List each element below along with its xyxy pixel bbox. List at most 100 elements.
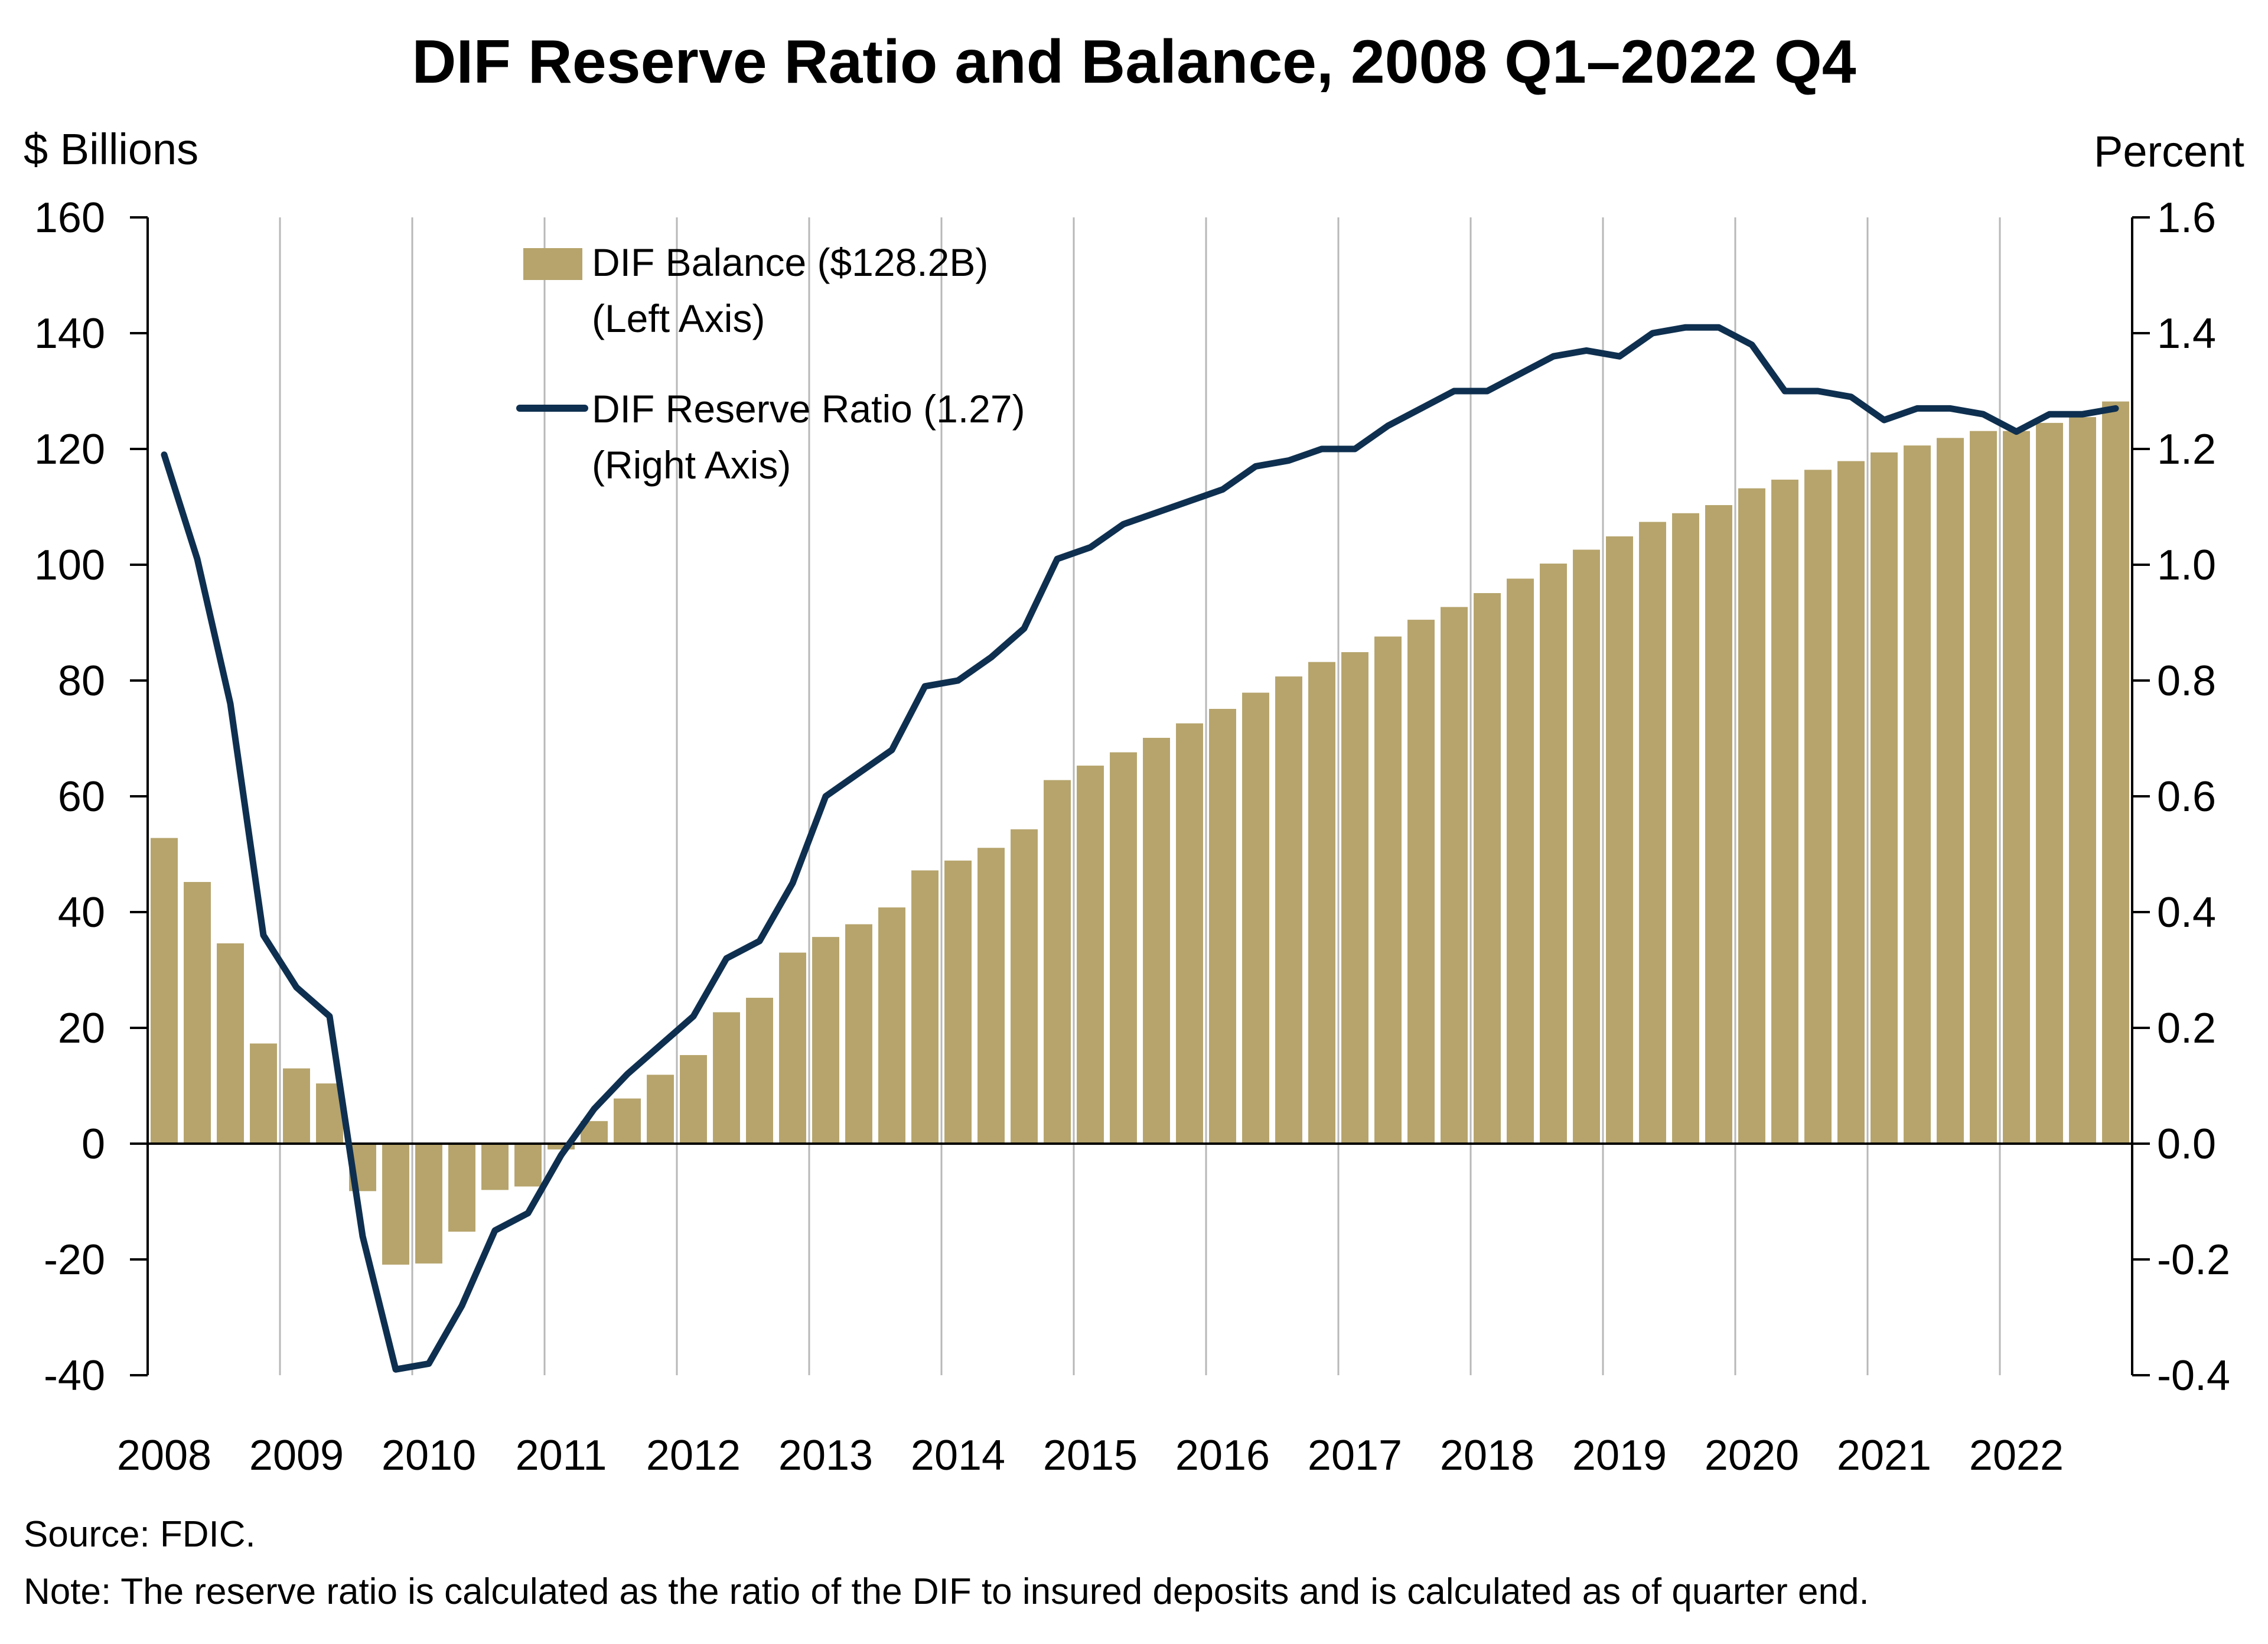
right-tick-label: 1.2 [2157, 426, 2216, 473]
x-year-label: 2013 [778, 1432, 873, 1479]
balance-bar [614, 1098, 641, 1144]
left-tick-label: -40 [44, 1352, 105, 1399]
balance-bar [647, 1075, 674, 1144]
left-tick-label: 60 [58, 773, 105, 821]
left-tick-label: -20 [44, 1236, 105, 1284]
balance-bars [151, 401, 2129, 1265]
x-year-label: 2015 [1043, 1432, 1138, 1479]
balance-bar [1606, 536, 1633, 1144]
legend-bar-label: DIF Balance ($128.2B) [592, 240, 988, 284]
right-tick-label: -0.4 [2157, 1352, 2230, 1399]
x-year-label: 2022 [1969, 1432, 2064, 1479]
balance-bar [481, 1144, 509, 1190]
balance-bar [1904, 445, 1931, 1144]
right-tick-label: 1.4 [2157, 310, 2216, 357]
balance-bar [184, 882, 211, 1144]
reserve-ratio-line [161, 324, 2119, 1373]
balance-bar [944, 860, 972, 1144]
balance-bar [1209, 709, 1236, 1144]
balance-bar [1341, 652, 1368, 1144]
legend: DIF Balance ($128.2B) (Left Axis) DIF Re… [516, 240, 1025, 487]
x-year-label: 2021 [1837, 1432, 1931, 1479]
balance-bar [1407, 620, 1435, 1144]
balance-bar [1507, 578, 1534, 1144]
balance-bar [812, 937, 839, 1144]
left-tick-label: 20 [58, 1005, 105, 1052]
balance-bar [845, 924, 872, 1144]
left-tick-label: 80 [58, 657, 105, 705]
balance-bar [680, 1055, 707, 1144]
balance-bar [1011, 829, 1038, 1144]
right-tick-label: 0.2 [2157, 1005, 2216, 1052]
legend-bar-swatch [523, 248, 582, 280]
x-year-label: 2020 [1705, 1432, 1799, 1479]
left-tick-label: 120 [34, 426, 105, 473]
balance-bar [1970, 431, 1997, 1144]
left-tick-label: 40 [58, 889, 105, 936]
left-tick-label: 140 [34, 310, 105, 357]
balance-bar [415, 1144, 442, 1264]
x-year-label: 2008 [117, 1432, 211, 1479]
balance-bar [1143, 738, 1170, 1144]
x-year-label: 2011 [516, 1432, 607, 1479]
x-year-label: 2017 [1308, 1432, 1402, 1479]
balance-bar [1705, 505, 1732, 1144]
balance-bar [1176, 723, 1203, 1144]
left-tick-label: 100 [34, 542, 105, 589]
balance-bar [1275, 676, 1302, 1144]
balance-bar [2003, 431, 2030, 1144]
balance-bar [713, 1012, 740, 1144]
right-tick-label: 1.0 [2157, 542, 2216, 589]
right-tick-label: 1.6 [2157, 194, 2216, 242]
balance-bar [1044, 780, 1071, 1144]
balance-bar [548, 1144, 575, 1150]
right-tick-label: 0.0 [2157, 1121, 2216, 1168]
balance-bar [911, 870, 939, 1144]
right-tick-label: 0.4 [2157, 889, 2216, 936]
legend-line-label: DIF Reserve Ratio (1.27) [592, 387, 1025, 431]
axes [130, 216, 2150, 1376]
balance-bar [2069, 417, 2096, 1144]
balance-bar [1308, 662, 1335, 1144]
chart-title: DIF Reserve Ratio and Balance, 2008 Q1–2… [412, 28, 1856, 96]
tick-labels: -40 -20 0 20 40 60 80 100 120 140 160 -0.4 -0.2 0.0 0.… [34, 194, 2230, 1479]
balance-bar [1871, 452, 1898, 1144]
balance-bar [1374, 636, 1402, 1144]
right-tick-label: -0.2 [2157, 1236, 2230, 1284]
balance-bar [779, 952, 806, 1144]
left-tick-label: 0 [82, 1121, 105, 1168]
balance-bar [1540, 564, 1567, 1144]
x-year-label: 2016 [1175, 1432, 1270, 1479]
legend-bar-sublabel: (Left Axis) [592, 297, 765, 340]
gridlines [279, 217, 2001, 1375]
balance-bar [448, 1144, 475, 1232]
balance-bar [1242, 692, 1269, 1144]
right-tick-label: 0.8 [2157, 657, 2216, 705]
balance-bar [2036, 422, 2063, 1144]
balance-bar [382, 1144, 409, 1265]
x-year-label: 2019 [1572, 1432, 1667, 1479]
legend-line-sublabel: (Right Axis) [592, 443, 791, 487]
balance-bar [1110, 752, 1137, 1144]
balance-bar [151, 838, 178, 1144]
balance-bar [1771, 479, 1798, 1144]
balance-bar [1804, 470, 1832, 1144]
balance-bar [1573, 549, 1600, 1144]
balance-bar [1937, 438, 1964, 1144]
source-note: Source: FDIC. [24, 1514, 256, 1555]
left-tick-label: 160 [34, 194, 105, 242]
balance-bar [1441, 607, 1468, 1144]
balance-bar [2102, 401, 2129, 1144]
balance-bar [977, 848, 1005, 1144]
footnote: Note: The reserve ratio is calculated as… [24, 1571, 1869, 1612]
balance-bar [1474, 593, 1501, 1144]
balance-bar [1077, 766, 1104, 1144]
x-year-label: 2018 [1440, 1432, 1534, 1479]
balance-bar [514, 1144, 542, 1187]
balance-bar [1639, 522, 1666, 1144]
balance-bar [1837, 461, 1865, 1144]
balance-bar [1672, 513, 1699, 1144]
x-year-label: 2009 [249, 1432, 344, 1479]
balance-bar [250, 1043, 277, 1144]
